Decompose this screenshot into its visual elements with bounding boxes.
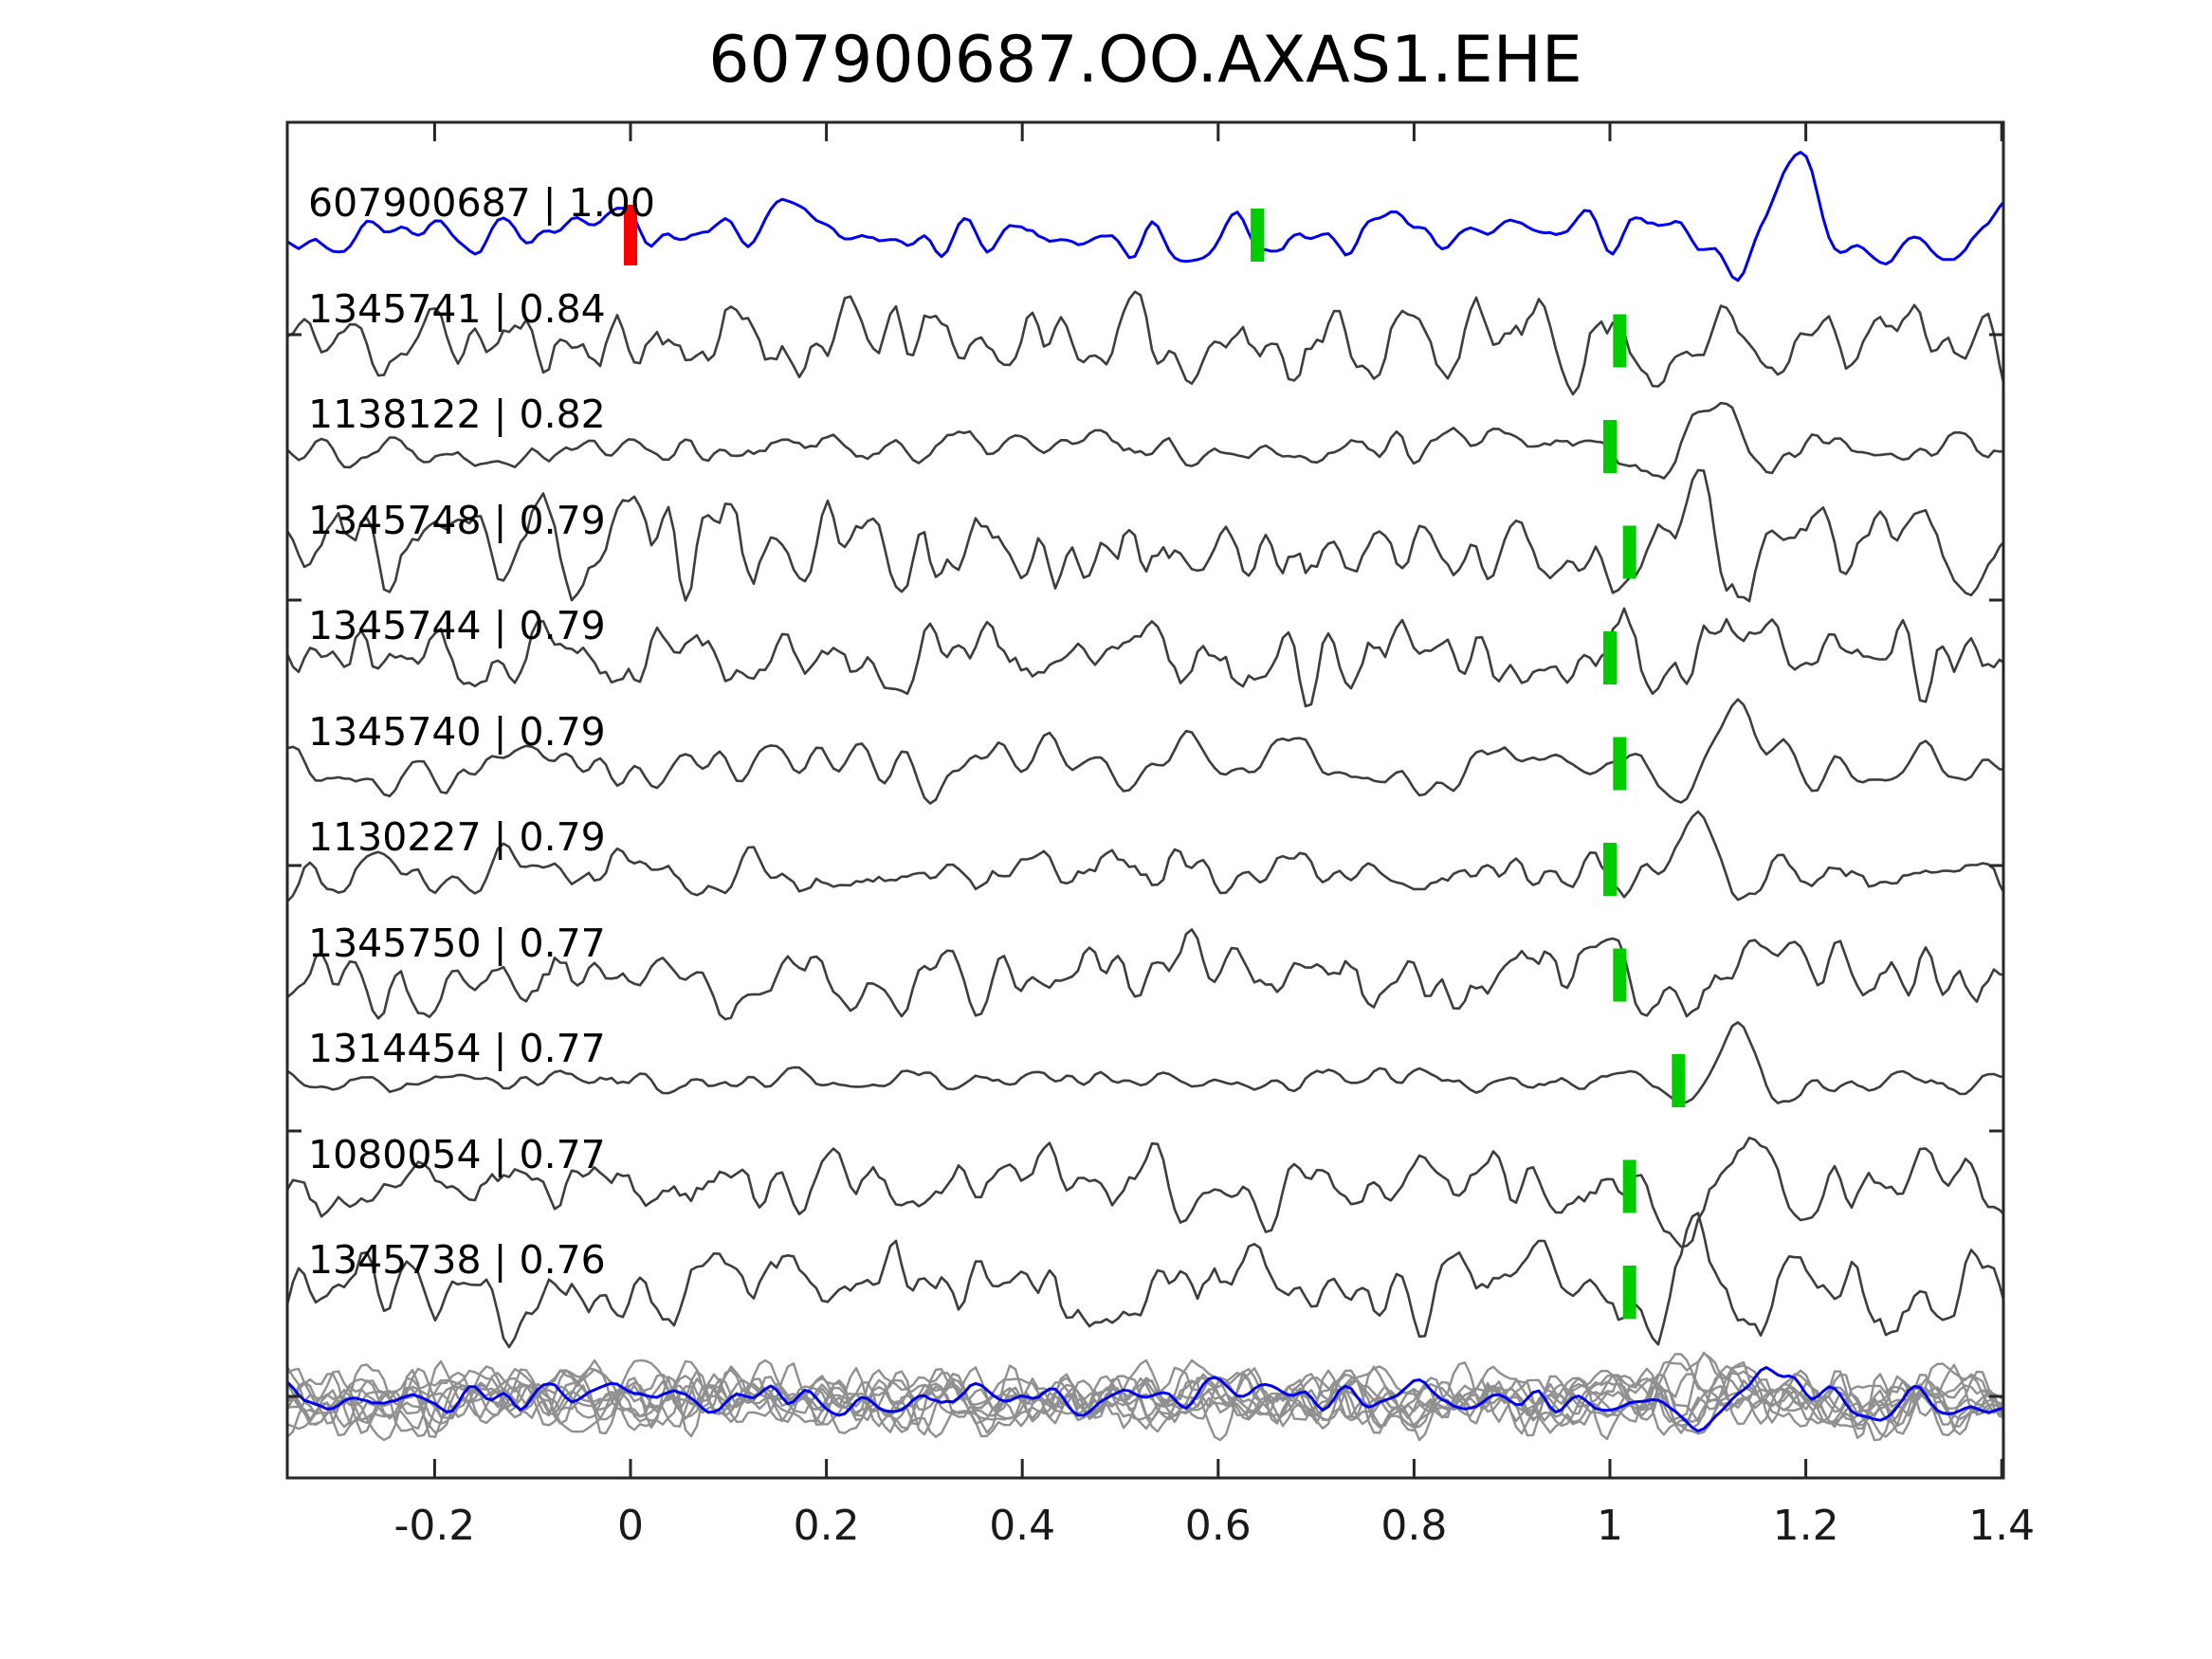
x-tick-label: 0.4 xyxy=(989,1502,1056,1550)
x-tick-label: -0.2 xyxy=(393,1502,476,1550)
trace-label: 1130227 | 0.79 xyxy=(308,814,606,860)
trace-waveform xyxy=(287,607,2003,708)
trace-label: 1345750 | 0.77 xyxy=(308,920,606,966)
trace-label: 1345741 | 0.84 xyxy=(308,285,606,332)
pick-marker xyxy=(1603,843,1617,896)
trace-waveform xyxy=(287,1021,2003,1104)
trace-label: 1345748 | 0.79 xyxy=(308,497,606,543)
pick-marker xyxy=(1622,525,1636,579)
x-tick-label: 1.2 xyxy=(1772,1502,1839,1550)
pick-marker xyxy=(1603,631,1617,684)
trace-label: 1345740 | 0.79 xyxy=(308,708,606,755)
trace-waveform xyxy=(287,698,2003,805)
origin-marker xyxy=(624,205,637,265)
pick-marker xyxy=(1613,314,1627,368)
overlay-waveform xyxy=(287,1353,2003,1442)
trace-waveform xyxy=(287,151,2003,283)
trace-waveform xyxy=(287,468,2003,603)
figure-title: 607900687.OO.AXAS1.EHE xyxy=(708,23,1582,98)
trace-label: 1138122 | 0.82 xyxy=(308,392,606,437)
overlay-template-waveform xyxy=(287,1366,2003,1432)
overlay-waveform xyxy=(287,1362,2003,1442)
x-tick-label: 1 xyxy=(1597,1502,1623,1550)
pick-marker xyxy=(1613,737,1627,791)
trace-label: 607900687 | 1.00 xyxy=(308,180,655,226)
trace-waveform xyxy=(287,810,2003,903)
x-tick-label: 0 xyxy=(617,1502,644,1550)
trace-waveform xyxy=(287,928,2003,1021)
pick-marker xyxy=(1251,209,1265,262)
trace-label: 1080054 | 0.77 xyxy=(308,1131,606,1177)
pick-marker xyxy=(1622,1159,1636,1213)
x-tick-label: 0.8 xyxy=(1380,1502,1448,1550)
trace-label: 1345738 | 0.76 xyxy=(308,1237,606,1283)
pick-marker xyxy=(1672,1054,1686,1107)
overlay-waveform xyxy=(287,1361,2003,1442)
pick-marker xyxy=(1622,1266,1636,1319)
trace-label: 1345744 | 0.79 xyxy=(308,603,606,648)
x-tick-label: 0.6 xyxy=(1184,1502,1252,1550)
trace-waveform xyxy=(287,1212,2003,1349)
trace-waveform xyxy=(287,401,2003,480)
pick-marker xyxy=(1603,420,1617,473)
x-tick-label: 1.4 xyxy=(1968,1502,2036,1550)
trace-waveform xyxy=(287,290,2003,396)
plot-border xyxy=(285,120,2005,1480)
trace-waveform xyxy=(287,1136,2003,1249)
x-tick-label: 0.2 xyxy=(793,1502,860,1550)
trace-label: 1314454 | 0.77 xyxy=(308,1026,606,1071)
pick-marker xyxy=(1613,948,1627,1002)
overlay-waveform xyxy=(287,1363,2003,1442)
